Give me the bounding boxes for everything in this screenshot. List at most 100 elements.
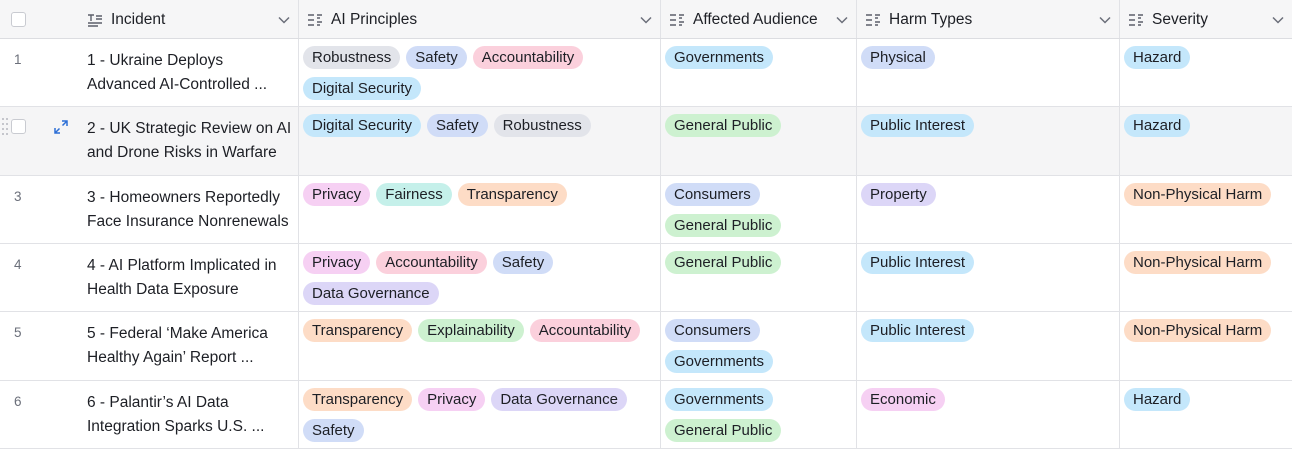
- tag-chip: Transparency: [303, 319, 413, 342]
- row-number-cell: 4: [0, 244, 79, 311]
- tag-chip: Safety: [303, 419, 364, 442]
- tag-chip: Robustness: [303, 46, 401, 69]
- drag-handle-icon[interactable]: [2, 118, 10, 140]
- column-title: AI Principles: [331, 10, 418, 28]
- column-header-ai-principles[interactable]: AI Principles: [299, 0, 661, 38]
- ai-principles-cell[interactable]: Privacy Accountability Safety Data Governan…: [299, 244, 661, 311]
- ai-principles-cell[interactable]: Transparency Explainability Accountability: [299, 312, 661, 380]
- chevron-down-icon[interactable]: [640, 16, 652, 24]
- row-number-cell: 1: [0, 39, 79, 106]
- grid-header: Incident AI Principles: [0, 0, 1292, 39]
- severity-cell[interactable]: Hazard: [1120, 381, 1292, 448]
- tag-chip: Safety: [406, 46, 467, 69]
- chevron-down-icon[interactable]: [1099, 16, 1111, 24]
- severity-cell[interactable]: Hazard: [1120, 107, 1292, 175]
- tag-chip: Governments: [665, 46, 774, 69]
- affected-audience-cell[interactable]: Governments: [661, 39, 857, 106]
- column-header-affected-audience[interactable]: Affected Audience: [661, 0, 857, 38]
- tag-chip: Privacy: [303, 251, 371, 274]
- severity-cell[interactable]: Non-Physical Harm: [1120, 244, 1292, 311]
- affected-audience-cell[interactable]: Governments General Public: [661, 381, 857, 448]
- harm-types-cell[interactable]: Public Interest: [857, 244, 1120, 311]
- harm-types-cell[interactable]: Physical: [857, 39, 1120, 106]
- tag-chip: Transparency: [457, 183, 567, 206]
- column-title: Affected Audience: [693, 10, 818, 28]
- incident-title: 4 - AI Platform Implicated in Health Dat…: [87, 257, 277, 298]
- incident-cell[interactable]: 4 - AI Platform Implicated in Health Dat…: [79, 244, 299, 311]
- table-row[interactable]: 3 3 - Homeowners Reportedly Face Insuran…: [0, 176, 1292, 244]
- tag-chip: Economic: [861, 388, 945, 411]
- ai-principles-cell[interactable]: Privacy Fairness Transparency: [299, 176, 661, 243]
- tag-chip: Governments: [665, 350, 774, 373]
- tag-chip: Accountability: [529, 319, 641, 342]
- tag-chip: Public Interest: [861, 319, 975, 342]
- tag-chip: Fairness: [376, 183, 452, 206]
- harm-types-cell[interactable]: Public Interest: [857, 107, 1120, 175]
- tag-chip: Robustness: [493, 114, 591, 137]
- tag-chip: Physical: [861, 46, 935, 69]
- column-title: Severity: [1152, 10, 1208, 28]
- severity-cell[interactable]: Non-Physical Harm: [1120, 312, 1292, 380]
- row-number-cell: 5: [0, 312, 79, 380]
- affected-audience-cell[interactable]: Consumers Governments: [661, 312, 857, 380]
- incident-cell[interactable]: 5 - Federal ‘Make America Healthy Again’…: [79, 312, 299, 380]
- incident-cell[interactable]: 3 - Homeowners Reportedly Face Insurance…: [79, 176, 299, 243]
- table-row[interactable]: 6 6 - Palantir’s AI Data Integration Spa…: [0, 381, 1292, 449]
- tag-chip: Consumers: [665, 319, 760, 342]
- severity-cell[interactable]: Non-Physical Harm: [1120, 176, 1292, 243]
- tag-chip: Data Governance: [491, 388, 627, 411]
- row-number: 6: [14, 394, 22, 409]
- tag-chip: Hazard: [1124, 388, 1191, 411]
- expand-row-icon[interactable]: [53, 119, 69, 135]
- column-header-harm-types[interactable]: Harm Types: [857, 0, 1120, 38]
- column-header-incident[interactable]: Incident: [79, 0, 299, 38]
- ai-principles-cell[interactable]: Transparency Privacy Data Governance Safety: [299, 381, 661, 448]
- tag-chip: Public Interest: [861, 251, 975, 274]
- harm-types-cell[interactable]: Economic: [857, 381, 1120, 448]
- tag-chip: Accountability: [376, 251, 487, 274]
- row-select-cell: [0, 107, 79, 175]
- chevron-down-icon[interactable]: [836, 16, 848, 24]
- affected-audience-cell[interactable]: Consumers General Public: [661, 176, 857, 243]
- tag-chip: Safety: [427, 114, 488, 137]
- multi-select-icon: [1128, 13, 1144, 27]
- incident-title: 5 - Federal ‘Make America Healthy Again’…: [87, 325, 268, 366]
- header-select-cell: [0, 0, 79, 38]
- select-all-checkbox[interactable]: [11, 12, 26, 27]
- incident-cell[interactable]: 1 - Ukraine Deploys Advanced AI-Controll…: [79, 39, 299, 106]
- table-row[interactable]: 1 1 - Ukraine Deploys Advanced AI-Contro…: [0, 39, 1292, 107]
- tag-chip: General Public: [665, 214, 782, 237]
- incident-title: 6 - Palantir’s AI Data Integration Spark…: [87, 394, 265, 435]
- tag-chip: Safety: [492, 251, 554, 274]
- affected-audience-cell[interactable]: General Public: [661, 107, 857, 175]
- harm-types-cell[interactable]: Public Interest: [857, 312, 1120, 380]
- chevron-down-icon[interactable]: [1272, 16, 1284, 24]
- tag-chip: General Public: [665, 419, 782, 442]
- row-checkbox[interactable]: [11, 119, 26, 134]
- multi-select-icon: [669, 13, 685, 27]
- row-number-cell: 3: [0, 176, 79, 243]
- tag-chip: Accountability: [472, 46, 584, 69]
- tag-chip: Consumers: [665, 183, 760, 206]
- tag-chip: General Public: [665, 251, 782, 274]
- table-row[interactable]: 2 - UK Strategic Review on AI and Drone …: [0, 107, 1292, 176]
- severity-cell[interactable]: Hazard: [1120, 39, 1292, 106]
- column-header-severity[interactable]: Severity: [1120, 0, 1292, 38]
- harm-types-cell[interactable]: Property: [857, 176, 1120, 243]
- incident-cell[interactable]: 2 - UK Strategic Review on AI and Drone …: [79, 107, 299, 175]
- multi-select-icon: [307, 13, 323, 27]
- tag-chip: Non-Physical Harm: [1124, 183, 1272, 206]
- table-row[interactable]: 4 4 - AI Platform Implicated in Health D…: [0, 244, 1292, 312]
- table-row[interactable]: 5 5 - Federal ‘Make America Healthy Agai…: [0, 312, 1292, 381]
- tag-chip: Transparency: [303, 388, 413, 411]
- ai-principles-cell[interactable]: Robustness Safety Accountability Digital Se…: [299, 39, 661, 106]
- incident-cell[interactable]: 6 - Palantir’s AI Data Integration Spark…: [79, 381, 299, 448]
- ai-principles-cell[interactable]: Digital Security Safety Robustness: [299, 107, 661, 175]
- tag-chip: Hazard: [1124, 46, 1191, 69]
- chevron-down-icon[interactable]: [278, 16, 290, 24]
- tag-chip: Digital Security: [303, 77, 422, 100]
- affected-audience-cell[interactable]: General Public: [661, 244, 857, 311]
- column-title: Harm Types: [889, 10, 973, 28]
- tag-chip: Governments: [665, 388, 774, 411]
